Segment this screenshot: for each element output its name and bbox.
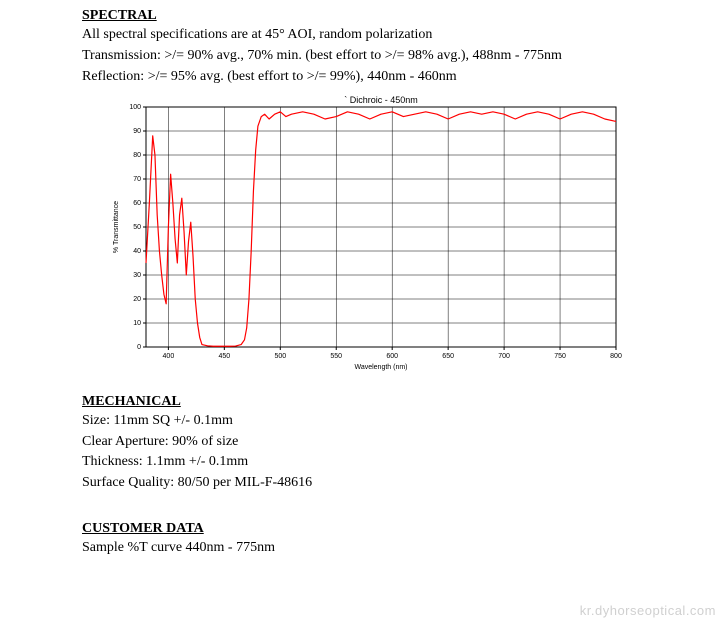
svg-text:100: 100	[129, 104, 141, 111]
chart-svg: ` Dichroic - 450nm4004505005506006507007…	[106, 93, 626, 373]
spectral-line-2: Transmission: >/= 90% avg., 70% min. (be…	[82, 47, 726, 66]
svg-text:90: 90	[133, 128, 141, 135]
spectral-line-3: Reflection: >/= 95% avg. (best effort to…	[82, 68, 726, 87]
svg-text:400: 400	[163, 353, 175, 360]
svg-text:600: 600	[386, 353, 398, 360]
customer-line-1: Sample %T curve 440nm - 775nm	[82, 539, 726, 558]
spectral-line-1: All spectral specifications are at 45° A…	[82, 26, 726, 45]
svg-text:20: 20	[133, 296, 141, 303]
svg-text:0: 0	[137, 344, 141, 351]
svg-text:750: 750	[554, 353, 566, 360]
svg-text:% Transmittance: % Transmittance	[113, 201, 120, 253]
mechanical-line-3: Thickness: 1.1mm +/- 0.1mm	[82, 453, 726, 472]
svg-text:30: 30	[133, 272, 141, 279]
svg-text:Wavelength (nm): Wavelength (nm)	[354, 364, 407, 371]
svg-text:450: 450	[218, 353, 230, 360]
mechanical-line-4: Surface Quality: 80/50 per MIL-F-48616	[82, 474, 726, 493]
mechanical-line-2: Clear Aperture: 90% of size	[82, 433, 726, 452]
svg-text:800: 800	[610, 353, 622, 360]
document-body: SPECTRAL All spectral specifications are…	[0, 0, 726, 558]
svg-text:500: 500	[274, 353, 286, 360]
svg-text:40: 40	[133, 248, 141, 255]
mechanical-line-1: Size: 11mm SQ +/- 0.1mm	[82, 412, 726, 431]
svg-text:650: 650	[442, 353, 454, 360]
svg-text:60: 60	[133, 200, 141, 207]
svg-text:` Dichroic - 450nm: ` Dichroic - 450nm	[344, 95, 418, 105]
transmission-chart: ` Dichroic - 450nm4004505005506006507007…	[106, 93, 726, 378]
svg-text:550: 550	[330, 353, 342, 360]
customer-heading: CUSTOMER DATA	[82, 521, 726, 537]
svg-text:10: 10	[133, 320, 141, 327]
svg-text:700: 700	[498, 353, 510, 360]
svg-text:70: 70	[133, 176, 141, 183]
mechanical-heading: MECHANICAL	[82, 394, 726, 410]
svg-text:80: 80	[133, 152, 141, 159]
watermark: kr.dyhorseoptical.com	[580, 603, 716, 618]
svg-text:50: 50	[133, 224, 141, 231]
spectral-heading: SPECTRAL	[82, 8, 726, 24]
